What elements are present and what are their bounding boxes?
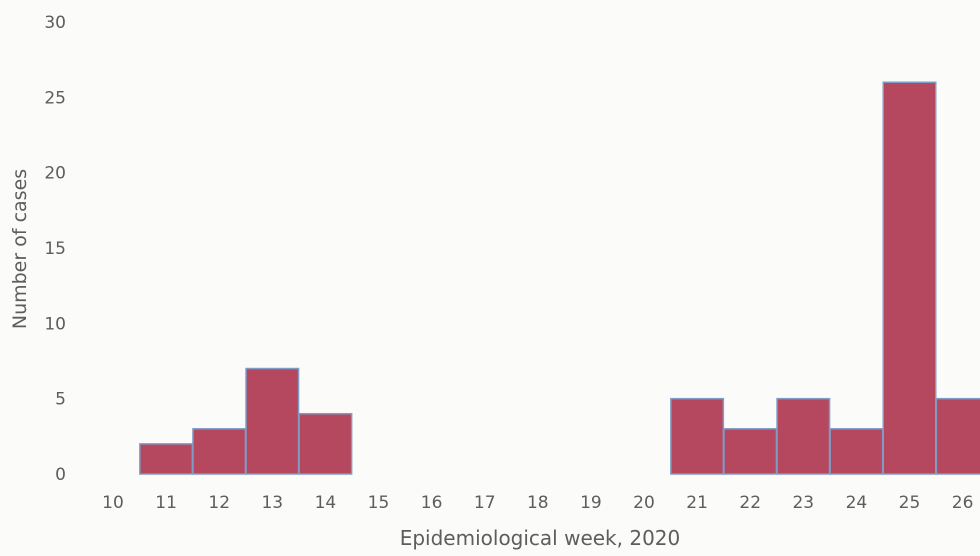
x-tick-label: 24: [846, 493, 868, 513]
x-tick-label: 11: [155, 493, 177, 513]
x-tick-label: 15: [368, 493, 390, 513]
bar-week-13: [245, 367, 300, 475]
x-tick-label: 19: [580, 493, 602, 513]
x-axis-ticks: 10 11 12 13 14 15 16 17 18 19 20 21 22 23 24 25 26: [102, 493, 973, 513]
x-tick-label: 17: [474, 493, 496, 513]
bar-week-24: [829, 428, 884, 475]
x-tick-label: 26: [952, 493, 974, 513]
y-tick-label: 30: [44, 13, 66, 33]
x-tick-label: 21: [686, 493, 708, 513]
bars: [139, 81, 980, 475]
bar-week-26: [935, 397, 980, 475]
y-tick-label: 15: [44, 239, 66, 259]
x-tick-label: 25: [899, 493, 921, 513]
bar-week-12: [192, 428, 247, 475]
x-axis-label: Epidemiological week, 2020: [400, 526, 681, 550]
x-tick-label: 22: [739, 493, 761, 513]
bar-week-22: [723, 428, 778, 475]
bar-week-25: [882, 81, 937, 475]
y-tick-label: 20: [44, 164, 66, 184]
y-tick-label: 0: [55, 465, 66, 485]
bar-week-23: [776, 397, 831, 475]
x-tick-label: 20: [633, 493, 655, 513]
x-tick-label: 18: [527, 493, 549, 513]
x-tick-label: 12: [208, 493, 230, 513]
x-tick-label: 13: [261, 493, 283, 513]
bar-week-11: [139, 443, 194, 475]
y-tick-label: 5: [55, 390, 66, 410]
bar-week-14: [298, 412, 353, 475]
x-tick-label: 10: [102, 493, 124, 513]
x-tick-label: 16: [421, 493, 443, 513]
y-tick-label: 25: [44, 88, 66, 108]
x-tick-label: 14: [315, 493, 337, 513]
y-tick-label: 10: [44, 314, 66, 334]
x-tick-label: 23: [792, 493, 814, 513]
bar-week-21: [670, 397, 725, 475]
y-axis-ticks: 0 5 10 15 20 25 30: [44, 13, 66, 485]
y-axis-label: Number of cases: [9, 169, 31, 329]
